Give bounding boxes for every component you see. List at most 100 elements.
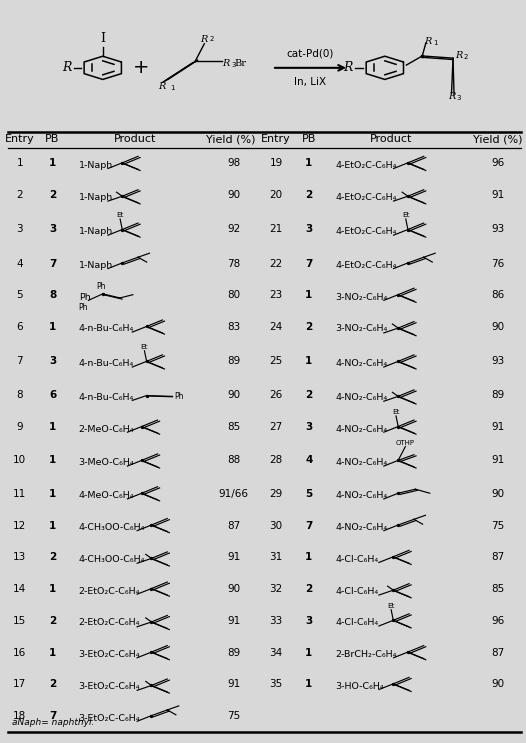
Text: Ph: Ph xyxy=(96,282,106,291)
Text: aNaph= naphthyl.: aNaph= naphthyl. xyxy=(12,718,94,727)
Text: 80: 80 xyxy=(227,291,240,300)
Text: 1-Naph: 1-Naph xyxy=(79,227,113,236)
Text: 1: 1 xyxy=(305,679,312,690)
Text: 3: 3 xyxy=(49,224,56,234)
Text: 4-MeO-C₆H₄: 4-MeO-C₆H₄ xyxy=(79,491,134,500)
Text: 2: 2 xyxy=(305,390,312,400)
Text: 1: 1 xyxy=(16,158,23,169)
Text: 91: 91 xyxy=(491,455,504,465)
Text: R: R xyxy=(448,92,456,101)
Text: 2-BrCH₂-C₆H₄: 2-BrCH₂-C₆H₄ xyxy=(335,650,397,659)
Text: 87: 87 xyxy=(227,521,240,531)
Text: 4-EtO₂C-C₆H₄: 4-EtO₂C-C₆H₄ xyxy=(335,227,397,236)
Text: 3-EtO₂C-C₆H₄: 3-EtO₂C-C₆H₄ xyxy=(79,650,140,659)
Text: 3: 3 xyxy=(457,95,461,101)
Text: 1: 1 xyxy=(49,158,56,169)
Text: 10: 10 xyxy=(13,455,26,465)
Text: 91: 91 xyxy=(227,679,240,690)
Text: 4-Cl-C₆H₄: 4-Cl-C₆H₄ xyxy=(335,586,378,596)
Text: 3-NO₂-C₆H₄: 3-NO₂-C₆H₄ xyxy=(335,325,387,334)
Text: 91/66: 91/66 xyxy=(218,489,249,499)
Text: 23: 23 xyxy=(269,291,283,300)
Text: 4-n-Bu-C₆H₄: 4-n-Bu-C₆H₄ xyxy=(79,393,134,402)
Text: cat-Pd(0): cat-Pd(0) xyxy=(287,48,334,58)
Text: 1: 1 xyxy=(49,455,56,465)
Text: 1-Naph: 1-Naph xyxy=(79,160,113,170)
Text: 16: 16 xyxy=(13,648,26,658)
Text: 2: 2 xyxy=(305,322,312,332)
Text: 1: 1 xyxy=(49,648,56,658)
Text: Yield (%): Yield (%) xyxy=(206,134,256,144)
Text: 30: 30 xyxy=(269,521,282,531)
Text: 1: 1 xyxy=(305,356,312,366)
Text: 13: 13 xyxy=(13,552,26,562)
Text: Et: Et xyxy=(392,409,400,415)
Text: 93: 93 xyxy=(491,356,504,366)
Text: 4-Cl-C₆H₄: 4-Cl-C₆H₄ xyxy=(335,618,378,627)
Text: 19: 19 xyxy=(269,158,283,169)
Text: 21: 21 xyxy=(269,224,283,234)
Text: 92: 92 xyxy=(227,224,240,234)
Text: 28: 28 xyxy=(269,455,283,465)
Text: 91: 91 xyxy=(227,616,240,626)
Text: 5: 5 xyxy=(305,489,312,499)
Text: 3: 3 xyxy=(305,224,312,234)
Text: 4-EtO₂C-C₆H₄: 4-EtO₂C-C₆H₄ xyxy=(335,160,397,170)
Text: 24: 24 xyxy=(269,322,283,332)
Text: 87: 87 xyxy=(491,648,504,658)
Text: 5: 5 xyxy=(16,291,23,300)
Text: 2-EtO₂C-C₆H₄: 2-EtO₂C-C₆H₄ xyxy=(79,586,140,596)
Text: 25: 25 xyxy=(269,356,283,366)
Text: 4-EtO₂C-C₆H₄: 4-EtO₂C-C₆H₄ xyxy=(335,192,397,201)
Text: 1: 1 xyxy=(170,85,175,91)
Text: 96: 96 xyxy=(491,616,504,626)
Text: 15: 15 xyxy=(13,616,26,626)
Text: 87: 87 xyxy=(491,552,504,562)
Text: 3-HO-C₆H₄: 3-HO-C₆H₄ xyxy=(335,682,383,691)
Text: 90: 90 xyxy=(491,322,504,332)
Text: 27: 27 xyxy=(269,422,283,432)
Text: 91: 91 xyxy=(491,190,504,200)
Text: 4-n-Bu-C₆H₄: 4-n-Bu-C₆H₄ xyxy=(79,325,134,334)
Text: 3: 3 xyxy=(49,356,56,366)
Text: 6: 6 xyxy=(16,322,23,332)
Text: 4-n-Bu-C₆H₄: 4-n-Bu-C₆H₄ xyxy=(79,359,134,368)
Text: 2: 2 xyxy=(305,584,312,594)
Text: 18: 18 xyxy=(13,711,26,721)
Text: 1: 1 xyxy=(49,322,56,332)
Text: 90: 90 xyxy=(491,679,504,690)
Text: Et: Et xyxy=(141,344,148,350)
Text: Entry: Entry xyxy=(5,134,35,144)
Text: 4: 4 xyxy=(16,259,23,268)
Text: 2-EtO₂C-C₆H₄: 2-EtO₂C-C₆H₄ xyxy=(79,618,140,627)
Text: 1: 1 xyxy=(433,40,438,46)
Text: 3-EtO₂C-C₆H₄: 3-EtO₂C-C₆H₄ xyxy=(79,682,140,691)
Text: 98: 98 xyxy=(227,158,240,169)
Text: 2: 2 xyxy=(464,54,468,60)
Text: R: R xyxy=(343,62,353,74)
Text: Et: Et xyxy=(402,212,410,218)
Text: 3: 3 xyxy=(305,616,312,626)
Text: R: R xyxy=(222,59,229,68)
Text: 12: 12 xyxy=(13,521,26,531)
Text: 31: 31 xyxy=(269,552,283,562)
Text: 1: 1 xyxy=(49,584,56,594)
Text: 2: 2 xyxy=(209,36,214,42)
Text: R: R xyxy=(455,51,462,60)
Text: 85: 85 xyxy=(227,422,240,432)
Text: +: + xyxy=(133,59,149,77)
Text: 7: 7 xyxy=(49,259,56,268)
Text: 1-Naph: 1-Naph xyxy=(79,261,113,270)
Text: PB: PB xyxy=(45,134,59,144)
Text: 3: 3 xyxy=(231,62,236,68)
Text: Br: Br xyxy=(235,59,247,68)
Text: 2: 2 xyxy=(49,190,56,200)
Text: 33: 33 xyxy=(269,616,283,626)
Text: Yield (%): Yield (%) xyxy=(473,134,522,144)
Text: 4-EtO₂C-C₆H₄: 4-EtO₂C-C₆H₄ xyxy=(335,261,397,270)
Text: Ph: Ph xyxy=(174,392,184,401)
Text: 78: 78 xyxy=(227,259,240,268)
Text: 90: 90 xyxy=(227,390,240,400)
Text: 4-NO₂-C₆H₄: 4-NO₂-C₆H₄ xyxy=(335,491,387,500)
Text: 90: 90 xyxy=(227,190,240,200)
